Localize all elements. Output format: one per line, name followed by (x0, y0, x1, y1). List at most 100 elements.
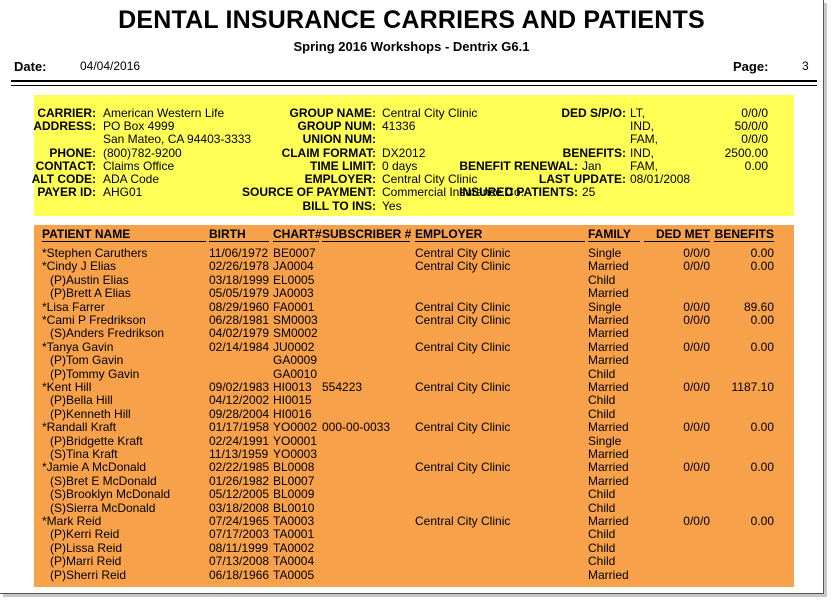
patient-chart: BE0007 (273, 246, 316, 260)
patient-birth: 09/28/2004 (209, 406, 270, 421)
patient-name: *Jamie A McDonald (42, 460, 147, 475)
table-row: *Mark Reid 07/24/1965 TA0003 Central City C… (34, 515, 794, 528)
patient-birth: 05/12/2005 (209, 487, 270, 502)
patient-name: (P)Bella Hill (50, 393, 113, 408)
patient-chart: JA0003 (273, 286, 314, 301)
claim-format-value: DX2012 (382, 146, 426, 160)
patient-birth: 06/28/1981 (209, 313, 270, 327)
patient-family: Child (588, 540, 616, 555)
phone-label: PHONE: (49, 146, 96, 160)
patient-subscriber: 554223 (322, 380, 363, 394)
table-row: (P)Kerri Reid 07/17/2003 TA0001 Child (34, 528, 794, 541)
patient-name: (P)Lissa Reid (50, 540, 123, 555)
patient-birth: 01/26/1982 (209, 473, 270, 488)
header-divider (11, 80, 817, 82)
patients-table: PATIENT NAME BIRTH CHART# SUBSCRIBER # E… (34, 225, 794, 587)
patient-chart: FA0001 (273, 299, 315, 314)
patient-family: Child (588, 406, 616, 421)
group-num-value: 41336 (382, 119, 416, 133)
patient-benefits: 0.00 (750, 259, 774, 274)
table-row: (P)Bridgette Kraft 02/24/1991 YO0001 Single (34, 433, 794, 448)
patient-employer: Central City Clinic (415, 313, 511, 327)
patient-employer: Central City Clinic (415, 380, 511, 394)
patient-employer: Central City Clinic (415, 420, 511, 435)
patient-birth: 03/18/2008 (209, 500, 270, 515)
ben-fam-value: 0.00 (744, 159, 768, 173)
patient-ded-met: 0/0/0 (683, 246, 710, 260)
patient-ded-met: 0/0/0 (683, 514, 710, 528)
patient-ded-met: 0/0/0 (683, 259, 710, 274)
patient-name: (S)Bret E McDonald (50, 473, 157, 488)
patient-family: Single (588, 433, 622, 448)
table-row: *Cami P Fredrikson 06/28/1981 SM0003 Centra… (34, 314, 794, 327)
patient-name: (P)Brett A Elias (50, 286, 131, 301)
contact-label: CONTACT: (35, 159, 96, 173)
carrier-label: CARRIER: (37, 106, 96, 120)
last-update-label: LAST UPDATE: (538, 172, 626, 186)
header-patient-name: PATIENT NAME (42, 228, 206, 242)
patient-chart: GA0009 (273, 353, 318, 368)
date-value: 04/04/2016 (80, 59, 141, 73)
patient-family: Child (588, 487, 616, 502)
patient-employer: Central City Clinic (415, 339, 511, 354)
union-num-label: UNION NUM: (302, 132, 376, 146)
ben-ind: IND, (630, 146, 654, 160)
patient-name: *Mark Reid (42, 514, 102, 528)
ded-spo-label: DED S/P/O: (561, 106, 626, 120)
patient-benefits: 1187.10 (731, 380, 775, 394)
patient-chart: BL0010 (273, 500, 315, 515)
patient-benefits: 0.00 (750, 313, 774, 327)
patient-birth: 03/18/1999 (209, 272, 270, 287)
insured-patients-label: INSURED PATIENTS: (459, 185, 578, 199)
patient-ded-met: 0/0/0 (683, 420, 710, 435)
patient-chart: HI0015 (273, 393, 312, 408)
patient-chart: TA0003 (273, 514, 315, 528)
patient-name: (P)Kerri Reid (50, 527, 120, 542)
patient-family: Married (588, 286, 629, 301)
table-row: (S)Brooklyn McDonald 05/12/2005 BL0009 Chil… (34, 488, 794, 501)
patient-chart: SM0002 (273, 326, 318, 341)
patient-employer: Central City Clinic (415, 460, 511, 475)
patient-family: Married (588, 567, 629, 582)
patient-birth: 02/22/1985 (209, 460, 270, 475)
patient-name: *Lisa Farrer (42, 299, 105, 314)
patient-family: Married (588, 473, 629, 488)
page-number-value: 3 (802, 59, 809, 73)
patient-name: *Kent Hill (42, 380, 92, 394)
patient-ded-met: 0/0/0 (683, 380, 710, 394)
patient-employer: Central City Clinic (415, 299, 511, 314)
claim-format-label: CLAIM FORMAT: (281, 146, 376, 160)
patient-benefits: 0.00 (750, 460, 774, 475)
patient-employer: Central City Clinic (415, 514, 511, 528)
patient-birth: 02/26/1978 (209, 259, 270, 274)
payer-id-value: AHG01 (103, 185, 143, 199)
group-num-label: GROUP NUM: (297, 119, 376, 133)
patient-family: Married (588, 447, 629, 461)
benefit-renewal-label: BENEFIT RENEWAL: (459, 159, 578, 173)
patient-chart: YO0001 (273, 433, 318, 448)
patient-chart: TA0005 (273, 567, 315, 582)
patient-chart: TA0002 (273, 540, 315, 555)
ded-fam: FAM, (630, 132, 659, 146)
table-row: (S)Anders Fredrikson 04/02/1979 SM0002 Marr… (34, 327, 794, 340)
address-label: ADDRESS: (33, 119, 96, 133)
patient-birth: 07/17/2003 (209, 527, 270, 542)
header-subscriber: SUBSCRIBER # (322, 227, 412, 242)
patient-name: (P)Kenneth Hill (50, 406, 131, 421)
report-title: DENTAL INSURANCE CARRIERS AND PATIENTS (118, 6, 705, 34)
header-divider-thin (11, 85, 817, 86)
bill-to-ins-label: BILL TO INS: (302, 199, 376, 213)
employer-label: EMPLOYER: (304, 172, 376, 186)
patient-birth: 07/24/1965 (209, 514, 270, 528)
patient-chart: GA0010 (273, 366, 318, 381)
table-row: (P)Austin Elias 03/18/1999 EL0005 Child (34, 272, 794, 287)
time-limit-label: TIME LIMIT: (310, 159, 376, 173)
patient-family: Child (588, 527, 616, 542)
patient-birth: 01/17/1958 (209, 420, 270, 435)
address-line1: PO Box 4999 (103, 119, 175, 133)
ded-lt: LT, (630, 106, 646, 120)
patient-birth: 09/02/1983 (209, 380, 270, 394)
patient-name: (P)Sherri Reid (50, 567, 127, 582)
table-row: *Randall Kraft 01/17/1958 YO0002 000-00-003… (34, 421, 794, 434)
patient-name: *Cami P Fredrikson (42, 313, 146, 327)
